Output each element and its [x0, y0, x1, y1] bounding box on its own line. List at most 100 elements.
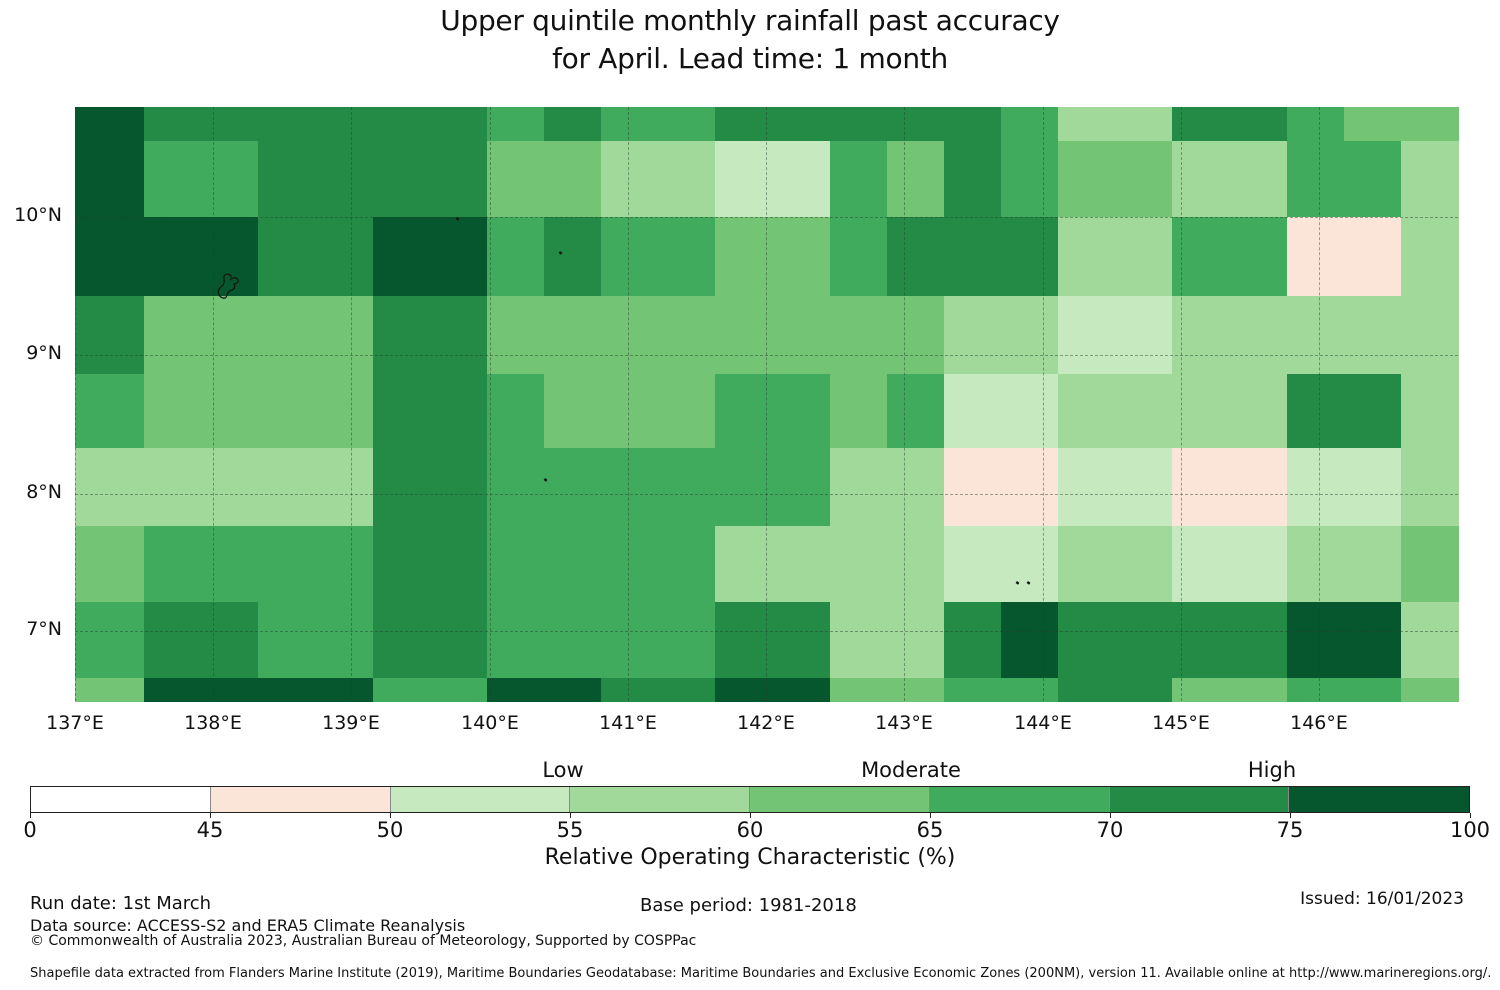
colorbar-tick [1110, 813, 1111, 818]
heatmap-cell [201, 374, 259, 449]
heatmap-cell [144, 678, 202, 702]
heatmap-cell [144, 602, 202, 679]
heatmap-cell [1058, 374, 1116, 449]
colorbar-word-high: High [1247, 758, 1297, 782]
heatmap-cell [601, 448, 659, 527]
longitude-gridline [213, 107, 214, 701]
heatmap-cell [258, 107, 316, 142]
heatmap-cell [715, 296, 774, 375]
heatmap-cell [1229, 374, 1288, 449]
heatmap-cell [201, 526, 259, 603]
heatmap-cell [1000, 141, 1059, 218]
heatmap-cell [1400, 217, 1459, 297]
heatmap-cell [258, 678, 316, 702]
base-period-text: Base period: 1981-2018 [640, 895, 857, 916]
heatmap-cell [429, 602, 488, 679]
heatmap-cell [715, 526, 774, 603]
heatmap-cell [1343, 526, 1402, 603]
heatmap-cell [429, 217, 488, 297]
heatmap-cell [315, 217, 374, 297]
heatmap-cell [372, 374, 431, 449]
heatmap-cell [429, 374, 488, 449]
heatmap-cell [1115, 296, 1173, 375]
heatmap-cell [772, 217, 831, 297]
heatmap-cell [543, 107, 602, 142]
heatmap-cell [1000, 107, 1059, 142]
heatmap-cell [1286, 448, 1345, 527]
heatmap-cell [1400, 141, 1459, 218]
longitude-tick-label: 143°E [875, 712, 933, 734]
heatmap-cell [429, 296, 488, 375]
latitude-gridline [75, 494, 1458, 495]
heatmap-cell [658, 448, 716, 527]
heatmap-cell [201, 678, 259, 702]
heatmap-cell [715, 678, 774, 702]
heatmap-cell [1172, 374, 1231, 449]
heatmap-cell [201, 602, 259, 679]
longitude-tick-label: 144°E [1014, 712, 1072, 734]
colorbar-segment-60-65 [750, 787, 930, 812]
heatmap-cell [829, 217, 888, 297]
heatmap-cell [486, 141, 545, 218]
heatmap-cell [258, 448, 316, 527]
heatmap-cell [772, 678, 831, 702]
heatmap-cell [1229, 526, 1288, 603]
heatmap-cell [144, 217, 202, 297]
heatmap-cell [601, 526, 659, 603]
heatmap-cell [144, 526, 202, 603]
heatmap-cell [1000, 448, 1059, 527]
longitude-gridline [904, 107, 905, 701]
heatmap-cell [1058, 526, 1116, 603]
heatmap-cell [429, 526, 488, 603]
colorbar-segment-75-100 [1289, 787, 1469, 812]
heatmap-cell [543, 296, 602, 375]
colorbar-tick-label: 0 [23, 818, 37, 842]
heatmap-cell [1286, 602, 1345, 679]
heatmap-cell [1343, 678, 1402, 702]
heatmap-cell [1286, 141, 1345, 218]
heatmap-cell [772, 374, 831, 449]
longitude-gridline [1181, 107, 1182, 701]
heatmap-cell [486, 602, 545, 679]
heatmap-cell [258, 141, 316, 218]
colorbar-tick [750, 813, 751, 818]
heatmap-cell [1400, 526, 1459, 603]
heatmap-cell [429, 448, 488, 527]
heatmap-cell [1343, 107, 1402, 142]
heatmap-cell [486, 678, 545, 702]
heatmap-cell [658, 107, 716, 142]
heatmap-cell [1058, 107, 1116, 142]
colorbar-word-low: Low [542, 758, 584, 782]
heatmap-cell [486, 374, 545, 449]
heatmap-cell [315, 678, 374, 702]
heatmap-cell [943, 678, 1002, 702]
longitude-tick-label: 140°E [461, 712, 519, 734]
heatmap-cell [543, 374, 602, 449]
heatmap-cell [601, 107, 659, 142]
heatmap-cell [315, 107, 374, 142]
heatmap-cell [1115, 374, 1173, 449]
colorbar-tick-label: 45 [196, 818, 224, 842]
colorbar-word-moderate: Moderate [861, 758, 961, 782]
heatmap-cell [372, 678, 431, 702]
heatmap-cell [1400, 296, 1459, 375]
heatmap-cell [715, 374, 774, 449]
colorbar-tick [930, 813, 931, 818]
heatmap-cell [372, 296, 431, 375]
heatmap-cell [1115, 217, 1173, 297]
data-source-text: Data source: ACCESS-S2 and ERA5 Climate … [30, 916, 466, 935]
heatmap-cell [144, 374, 202, 449]
heatmap-cell [829, 296, 888, 375]
latitude-tick-label: 10°N [14, 204, 62, 226]
heatmap-cell [1058, 141, 1116, 218]
heatmap-cell [75, 141, 145, 218]
heatmap-cell [943, 107, 1002, 142]
heatmap-plot [75, 107, 1459, 702]
heatmap-cell [486, 526, 545, 603]
heatmap-cell [1115, 526, 1173, 603]
colorbar [30, 786, 1470, 813]
run-date-text: Run date: 1st March [30, 893, 212, 914]
colorbar-tick-label: 50 [376, 818, 404, 842]
heatmap-cell [1172, 526, 1231, 603]
